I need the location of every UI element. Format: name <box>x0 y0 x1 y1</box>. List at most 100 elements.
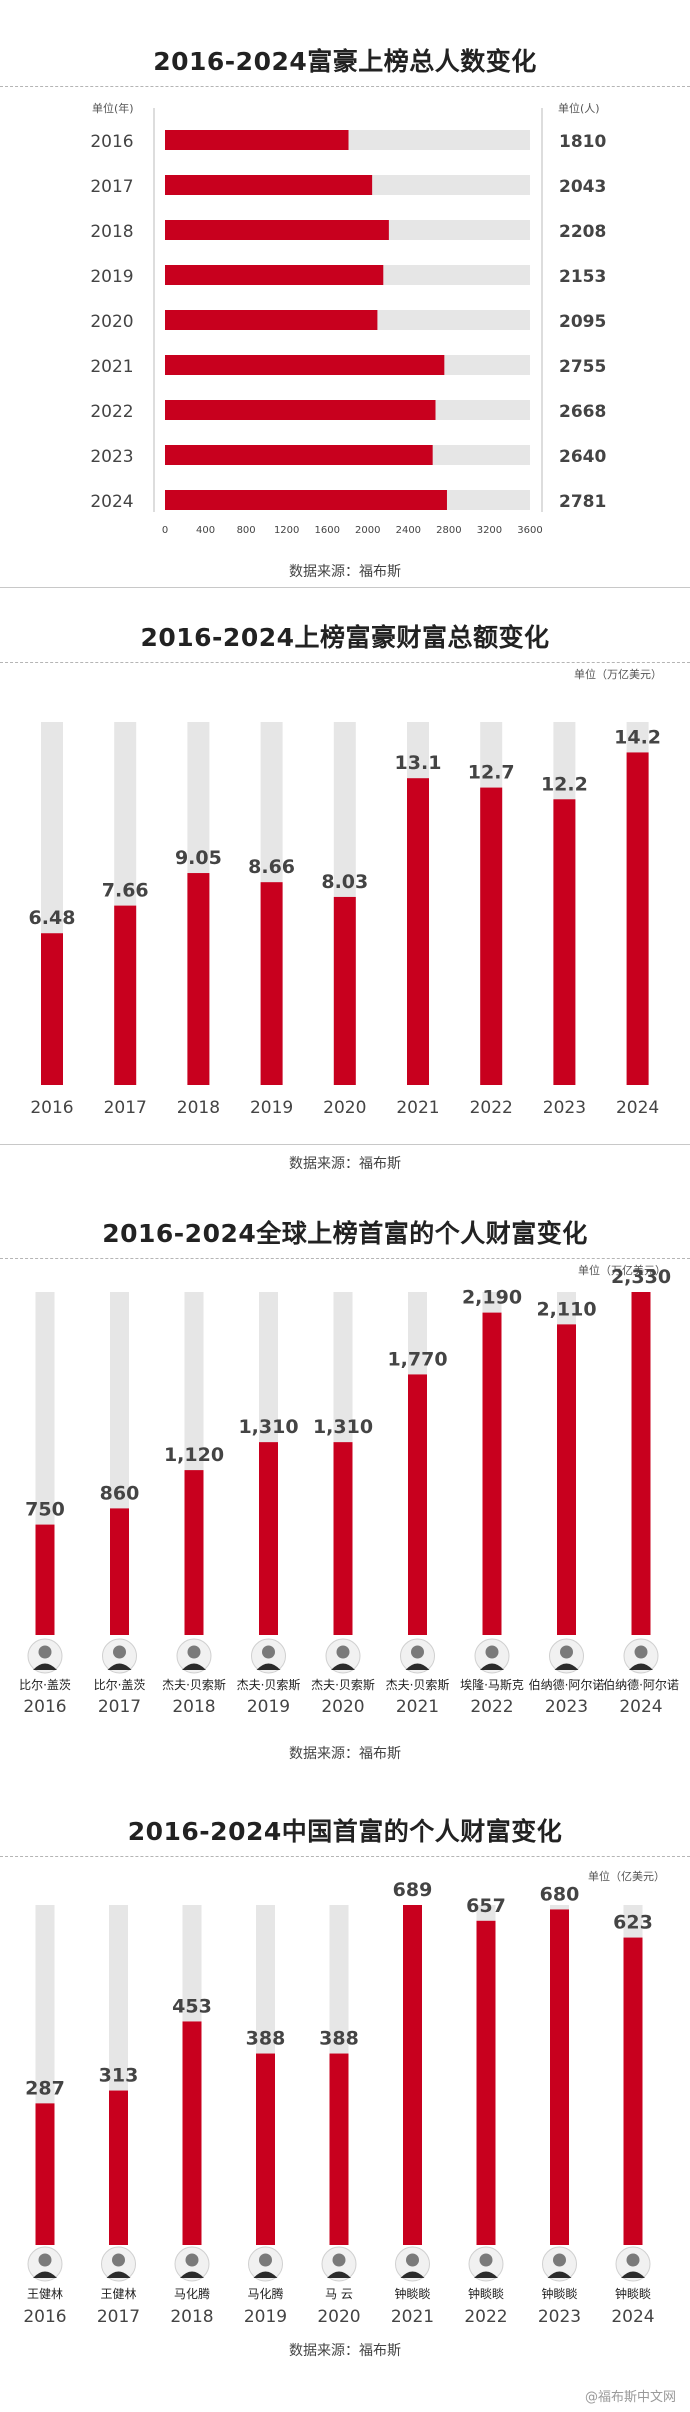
chart2-value-label: 9.05 <box>175 847 222 869</box>
chart2-value-label: 12.2 <box>541 773 588 795</box>
chart1-year-label: 2016 <box>90 132 133 152</box>
chart1-value-label: 2781 <box>559 492 606 512</box>
chart2-value-label: 12.7 <box>468 762 515 784</box>
chart3-person-name: 伯纳德·阿尔诺 <box>603 1677 679 1692</box>
chart3-year-label: 2020 <box>321 1697 364 1717</box>
chart1-value-label: 2640 <box>559 447 606 467</box>
chart1-value-label: 2153 <box>559 267 606 287</box>
chart2-unit: 单位（万亿美元） <box>574 668 662 681</box>
chart4-person-name: 钟睒睒 <box>468 2286 504 2301</box>
chart4-bar <box>109 2090 128 2245</box>
chart1-title: 2016-2024富豪上榜总人数变化 <box>153 47 537 76</box>
chart4-source: 数据来源：福布斯 <box>289 2343 401 2359</box>
chart1-x-tick: 400 <box>196 525 215 536</box>
chart1-x-tick: 2000 <box>355 525 380 536</box>
chart1-year-label: 2024 <box>90 492 133 512</box>
chart2-bar <box>480 787 503 1085</box>
chart1-bar <box>165 400 436 420</box>
chart3-value-label: 1,310 <box>313 1416 373 1438</box>
chart4-avatar-body <box>106 2271 131 2278</box>
chart4-bar <box>403 1905 422 2245</box>
chart1-value-label: 2095 <box>559 312 606 332</box>
chart1-source: 数据来源：福布斯 <box>289 564 401 580</box>
chart3-year-label: 2019 <box>247 1697 290 1717</box>
chart1-year-label: 2022 <box>90 402 133 422</box>
chart2-year-label: 2017 <box>104 1098 147 1118</box>
chart1-x-tick: 2800 <box>436 525 461 536</box>
chart4-year-label: 2022 <box>464 2307 507 2327</box>
chart3-vertical-bar-chart: 750 比尔·盖茨 2016 860 比尔·盖茨 2017 1,120 杰夫·贝索斯 2018 1… <box>19 1266 679 1717</box>
chart4-person-name: 钟睒睒 <box>615 2286 651 2301</box>
chart1-bar <box>165 355 445 375</box>
chart1-x-tick: 800 <box>237 525 256 536</box>
chart3-avatar-head <box>411 1645 424 1659</box>
chart3-value-label: 1,310 <box>238 1416 298 1438</box>
chart3-person-name: 杰夫·贝索斯 <box>237 1678 301 1692</box>
chart2-value-label: 14.2 <box>614 726 661 748</box>
chart4-bar <box>476 1920 496 2245</box>
chart4-value-label: 388 <box>319 2028 359 2050</box>
chart4-year-label: 2024 <box>611 2307 654 2327</box>
chart1-value-label: 2208 <box>559 222 606 242</box>
chart3-bar <box>557 1324 576 1635</box>
chart3-person-name: 埃隆·马斯克 <box>460 1677 524 1692</box>
chart4-avatar-head <box>259 2253 272 2267</box>
chart4-year-label: 2023 <box>538 2307 581 2327</box>
chart4-value-label: 689 <box>393 1879 433 1901</box>
chart3-value-label: 2,190 <box>462 1287 522 1309</box>
chart4-title: 2016-2024中国首富的个人财富变化 <box>127 1817 563 1846</box>
chart2-year-label: 2016 <box>30 1098 73 1118</box>
chart4-avatar-head <box>185 2253 199 2267</box>
chart4-avatar-head <box>112 2253 125 2267</box>
chart1-value-label: 2668 <box>559 402 606 422</box>
chart2-value-label: 8.66 <box>248 856 295 878</box>
chart3-avatar-body <box>554 1663 579 1670</box>
chart4-avatar-head <box>332 2253 346 2267</box>
chart4-avatar-body <box>547 2271 572 2278</box>
chart3-person-name: 伯纳德·阿尔诺 <box>529 1677 605 1692</box>
chart3-title: 2016-2024全球上榜首富的个人财富变化 <box>102 1219 588 1248</box>
chart3-bar <box>333 1442 353 1635</box>
chart4-person-name: 王健林 <box>100 2287 136 2301</box>
chart3-year-label: 2024 <box>619 1697 662 1717</box>
chart2-value-label: 7.66 <box>102 880 149 902</box>
chart3-person-name: 比尔·盖茨 <box>94 1677 146 1692</box>
chart3-avatar-body <box>629 1663 653 1670</box>
chart3-value-label: 1,120 <box>164 1444 224 1466</box>
chart3-avatar-body <box>331 1663 355 1670</box>
chart1-x-tick: 3200 <box>477 525 502 536</box>
chart4-bar <box>182 2021 202 2245</box>
chart1-unit-left: 单位(年) <box>92 102 134 115</box>
chart2-title: 2016-2024上榜富豪财富总额变化 <box>140 623 550 652</box>
chart2-bar <box>626 752 649 1085</box>
chart3-avatar-head <box>262 1645 275 1659</box>
chart3-avatar-body <box>33 1663 57 1670</box>
chart2-bar <box>553 799 576 1085</box>
chart3-value-label: 750 <box>25 1499 65 1521</box>
chart4-person-name: 钟睒睒 <box>394 2286 430 2301</box>
chart4-vertical-bar-chart: 287 王健林 2016 313 王健林 2017 453 马化腾 2018 388 马化腾 2019… <box>23 1879 654 2327</box>
chart2-value-label: 13.1 <box>395 752 442 774</box>
chart3-avatar-head <box>113 1645 126 1659</box>
chart3-year-label: 2016 <box>23 1697 66 1717</box>
chart3-value-label: 1,770 <box>387 1348 447 1370</box>
chart3-value-label: 2,110 <box>536 1298 596 1320</box>
chart3-avatar-head <box>485 1645 499 1659</box>
chart4-avatar-head <box>38 2253 52 2267</box>
chart4-avatar-body <box>400 2271 425 2278</box>
chart2-year-label: 2018 <box>177 1098 220 1118</box>
chart4-bar <box>623 1937 643 2245</box>
chart4-value-label: 657 <box>466 1895 506 1917</box>
chart3-bar <box>184 1470 204 1635</box>
chart4-value-label: 313 <box>99 2065 139 2087</box>
chart2-year-label: 2021 <box>396 1098 439 1118</box>
chart3-person-name: 杰夫·贝索斯 <box>311 1678 375 1692</box>
chart3-bar <box>259 1442 278 1635</box>
chart4-avatar-head <box>479 2253 493 2267</box>
chart3-avatar-head <box>187 1645 201 1659</box>
chart3-year-label: 2018 <box>172 1697 215 1717</box>
chart1-year-label: 2021 <box>90 357 133 377</box>
chart4-value-label: 623 <box>613 1912 653 1934</box>
chart2-bar <box>407 778 429 1085</box>
chart1-x-tick: 2400 <box>396 525 421 536</box>
